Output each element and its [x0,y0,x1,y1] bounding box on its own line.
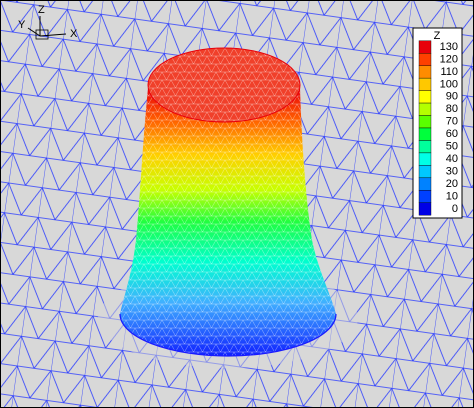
triad-axis [39,33,67,37]
legend-swatch [418,102,432,116]
legend-swatch [418,152,432,166]
legend-level: 100 [440,78,458,90]
legend-level: 40 [446,153,458,165]
legend-level: 50 [446,141,458,153]
legend-swatch [418,90,432,104]
triad-label: Y [18,19,26,31]
legend-swatch [418,77,432,91]
legend-swatch [418,65,432,79]
triad-label: Z [38,4,45,16]
legend-swatch [418,202,432,216]
triad-label: X [70,28,78,40]
legend-swatch [418,165,432,179]
legend-swatch [418,40,432,54]
tower-top-edge [147,47,301,123]
tower-mesh [120,88,336,356]
legend-level: 10 [446,190,458,202]
axes-triad: Z Y X [18,4,78,40]
legend-level: 90 [446,91,458,103]
triad-box [35,29,49,40]
legend-title: Z [434,30,441,42]
tower-base-edge [119,313,337,357]
legend-level: 120 [440,53,458,65]
legend-swatch [418,53,432,66]
legend-level: 60 [446,128,458,140]
legend-level: 70 [446,116,458,128]
legend-level: 80 [446,103,458,115]
legend-level: 130 [440,41,458,53]
legend-swatch [418,140,432,154]
legend-swatch [418,115,432,129]
legend-swatch [418,127,432,141]
legend-level: 110 [440,66,458,78]
legend-swatch [418,177,432,191]
legend-level: 30 [446,166,458,178]
legend-level: 0 [452,203,458,215]
legend-level: 20 [446,178,458,190]
triad-axis [27,27,41,37]
legend-swatch [418,190,432,203]
tower-top-mesh [148,48,300,122]
